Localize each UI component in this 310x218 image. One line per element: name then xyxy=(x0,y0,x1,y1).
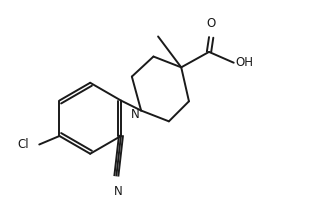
Text: N: N xyxy=(114,185,123,198)
Text: Cl: Cl xyxy=(17,138,29,151)
Text: N: N xyxy=(131,108,140,121)
Text: OH: OH xyxy=(236,56,254,69)
Text: O: O xyxy=(206,17,216,30)
